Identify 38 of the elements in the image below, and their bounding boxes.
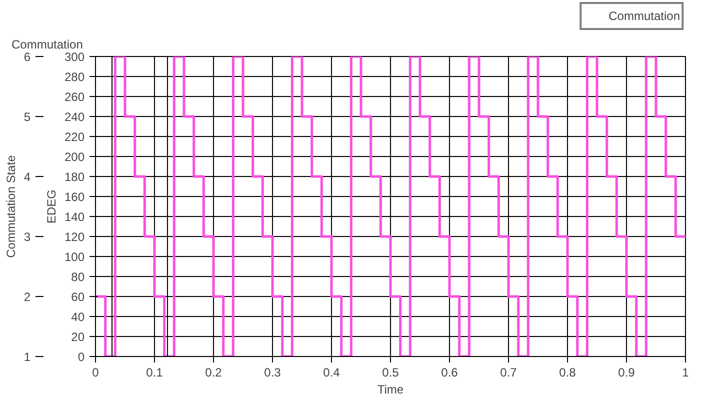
x-tick-label: 0.7 <box>500 366 518 380</box>
y-tick-label: 180 <box>64 170 85 184</box>
x-tick-label: 0.5 <box>382 366 400 380</box>
y-tick-label: 300 <box>64 50 85 64</box>
y-tick-label: 120 <box>64 230 85 244</box>
y-tick-label: 20 <box>71 330 85 344</box>
x-tick-label: 0.4 <box>323 366 340 380</box>
x-tick-label: 0.1 <box>146 366 164 380</box>
y2-tick-label: 5 <box>24 110 31 124</box>
y-tick-label: 80 <box>71 270 85 284</box>
y-tick-label: 0 <box>78 350 85 364</box>
x-axis-title: Time <box>377 382 404 396</box>
chart-title: Commutation <box>12 38 83 52</box>
x-tick-label: 0.9 <box>618 366 636 380</box>
y2-axis-title: Commutation State <box>4 154 18 258</box>
y-tick-label: 100 <box>64 250 85 264</box>
y-tick-label: 140 <box>64 210 85 224</box>
x-tick-label: 0.6 <box>441 366 458 380</box>
y2-tick-label: 4 <box>24 170 31 184</box>
y-tick-label: 280 <box>64 70 85 84</box>
y-tick-label: 240 <box>64 110 85 124</box>
y2-tick-label: 2 <box>24 290 31 304</box>
y2-tick-label: 3 <box>24 230 31 244</box>
x-tick-label: 0.8 <box>559 366 576 380</box>
y-tick-label: 40 <box>71 310 85 324</box>
y-tick-label: 200 <box>64 150 85 164</box>
y-tick-label: 220 <box>64 130 85 144</box>
x-tick-label: 1 <box>682 366 690 380</box>
x-tick-label: 0.3 <box>264 366 282 380</box>
x-tick-label: 0.2 <box>205 366 222 380</box>
y-axis-title: EDEG <box>44 189 58 224</box>
text: Commutation <box>608 9 680 23</box>
y-tick-label: 160 <box>64 190 85 204</box>
x-tick-label: 0 <box>92 366 100 380</box>
y-tick-label: 260 <box>64 90 85 104</box>
y2-tick-label: 6 <box>24 50 31 64</box>
y-tick-label: 60 <box>71 290 85 304</box>
y2-tick-label: 1 <box>24 350 31 364</box>
